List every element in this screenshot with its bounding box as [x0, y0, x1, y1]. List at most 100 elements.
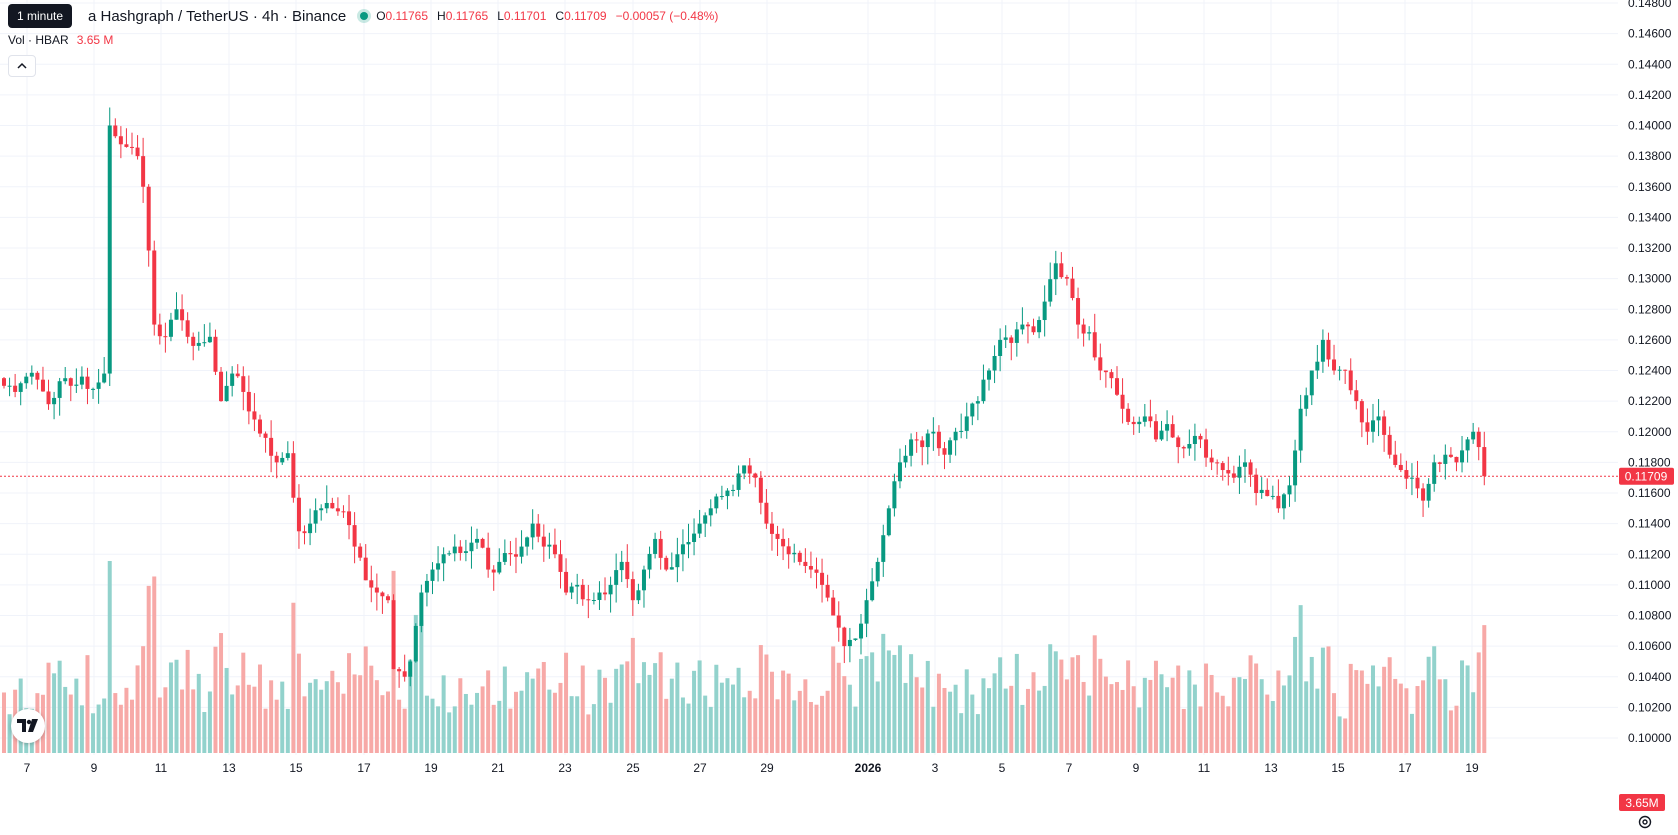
time-tick-label: 2026 [855, 761, 882, 775]
candle-body [358, 546, 363, 558]
candle-body [1092, 332, 1097, 358]
candle-body [792, 552, 797, 555]
price-tick-label: 0.10200 [1628, 700, 1672, 714]
candle-body [636, 590, 641, 601]
volume-bar [959, 713, 964, 753]
candle-body [1482, 447, 1487, 477]
candle-body [1064, 277, 1069, 279]
volume-bar [1187, 670, 1192, 753]
volume-bar [424, 695, 429, 753]
volume-bar [341, 693, 346, 753]
candle-body [302, 531, 307, 534]
candle-body [1287, 485, 1292, 495]
candle-body [797, 552, 802, 562]
candle-body [57, 381, 62, 398]
volume-bar [313, 679, 318, 753]
candle-body [1076, 298, 1081, 325]
candle-body [1348, 370, 1353, 391]
candle-body [641, 569, 646, 591]
time-axis[interactable]: 7 9 11 13 15 17 19 21 23 25 27 29 2026 3 5 7 9 11 13 15 17 19 [24, 761, 1479, 775]
volume-bar [1231, 677, 1236, 753]
price-axis[interactable]: 0.14800 0.14600 0.14400 0.14200 0.14000 0.138… [1628, 0, 1672, 745]
volume-bar [1048, 644, 1053, 753]
volume-bar [85, 655, 90, 753]
candle-body [586, 599, 591, 601]
candle-body [513, 554, 518, 557]
volume-bar [552, 692, 557, 753]
candle-body [363, 557, 368, 581]
volume-bar [274, 699, 279, 753]
candle-body [441, 554, 446, 564]
volume-bar [1176, 665, 1181, 753]
candle-body [769, 523, 774, 534]
candle-body [747, 465, 752, 474]
candle-body [1376, 416, 1381, 421]
candle-body [1320, 339, 1325, 362]
candle-body [491, 569, 496, 573]
time-tick-label: 7 [24, 761, 31, 775]
candle-body [408, 661, 413, 677]
candle-body [1398, 464, 1403, 471]
candle-body [252, 411, 257, 420]
candle-body [157, 324, 162, 337]
volume-bar [1432, 646, 1437, 753]
candle-body [319, 508, 324, 511]
candle-body [842, 627, 847, 647]
collapse-legend-button[interactable] [8, 55, 36, 77]
candle-body [1126, 408, 1131, 422]
candle-body [91, 388, 96, 390]
time-tick-label: 5 [999, 761, 1006, 775]
candle-body [825, 584, 830, 598]
volume-bar [692, 670, 697, 753]
candle-body [419, 592, 424, 626]
candle-body [374, 587, 379, 593]
time-tick-label: 9 [1133, 761, 1140, 775]
volume-bar [897, 645, 902, 753]
volume-label[interactable]: Vol · HBAR [8, 33, 69, 47]
candle-body [1204, 439, 1209, 458]
time-tick-label: 13 [1264, 761, 1278, 775]
candle-body [591, 600, 596, 602]
candle-body [558, 554, 563, 572]
volume-bar [530, 678, 535, 753]
volume-bar [157, 697, 162, 753]
candle-body [1153, 421, 1158, 440]
candle-body [436, 563, 441, 570]
candle-body [803, 561, 808, 567]
volume-bar [953, 684, 958, 753]
volume-bar [52, 673, 57, 753]
candle-body [1304, 395, 1309, 409]
volume-bar [1337, 716, 1342, 753]
volume-bar [870, 652, 875, 753]
volume-bar [981, 678, 986, 753]
symbol-title[interactable]: a Hashgraph / TetherUS · 4h · Binance [88, 7, 347, 25]
volume-bar [280, 681, 285, 753]
chart-settings-button[interactable] [1635, 812, 1655, 832]
volume-bar [1226, 706, 1231, 753]
candle-body [897, 462, 902, 482]
candle-body [1081, 324, 1086, 334]
volume-bar [1120, 689, 1125, 753]
volume-bar [1359, 670, 1364, 753]
gear-icon [1638, 815, 1652, 829]
time-tick-label: 17 [1398, 761, 1412, 775]
candle-body [970, 403, 975, 417]
tradingview-logo-button[interactable] [11, 709, 45, 743]
candle-body [85, 376, 90, 389]
volume-bar [859, 658, 864, 753]
candle-body [1254, 474, 1259, 493]
time-tick-label: 25 [626, 761, 640, 775]
candle-body [953, 431, 958, 441]
candle-body [775, 533, 780, 539]
volume-bar [881, 633, 886, 753]
market-status-icon[interactable] [360, 12, 369, 20]
volume-bar [547, 689, 552, 753]
volume-bar [1009, 685, 1014, 753]
candle-body [708, 508, 713, 516]
interval-tooltip: 1 minute [8, 4, 73, 28]
volume-bar [469, 704, 474, 753]
volume-bar [1037, 690, 1042, 753]
price-tick-label: 0.12400 [1628, 364, 1672, 378]
candle-body [324, 502, 329, 509]
